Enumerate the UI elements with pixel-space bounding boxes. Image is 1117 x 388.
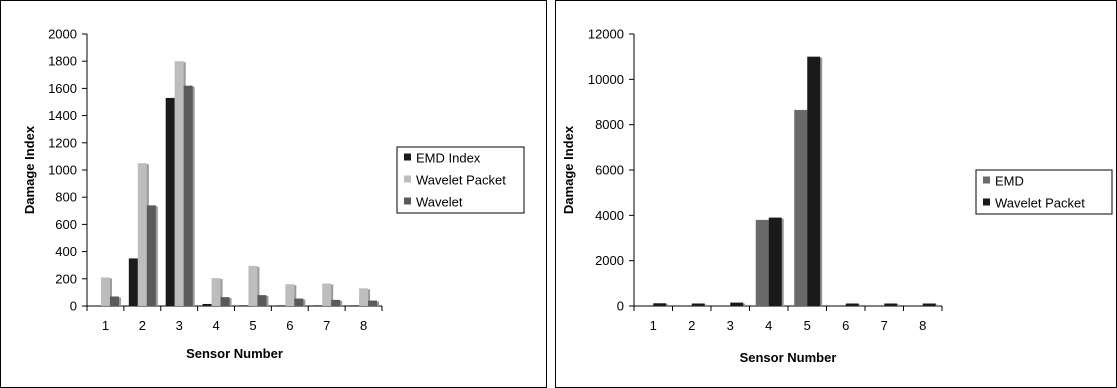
right-x-axis-title: Sensor Number	[740, 350, 837, 365]
x-tick-label: 8	[360, 318, 367, 333]
legend-swatch	[404, 175, 411, 183]
x-tick-label: 4	[212, 318, 219, 333]
y-tick-label: 6000	[595, 163, 624, 178]
bar-wavelet-packet	[137, 163, 147, 306]
bar-emd	[755, 219, 769, 306]
bar-emd-index	[128, 258, 138, 306]
bar-wavelet-packet	[248, 265, 258, 306]
legend-label: EMD Index	[416, 151, 481, 166]
bar-emd-index	[350, 305, 360, 306]
x-tick-label: 7	[881, 318, 888, 333]
x-tick-label: 6	[286, 318, 293, 333]
x-tick-label: 2	[688, 318, 695, 333]
y-tick-label: 12000	[588, 27, 624, 42]
x-tick-label: 3	[727, 318, 734, 333]
x-tick-label: 5	[804, 318, 811, 333]
bar-wavelet	[368, 300, 378, 306]
bar-wavelet-packet	[845, 303, 859, 306]
y-tick-label: 1400	[48, 108, 77, 123]
x-tick-label: 6	[842, 318, 849, 333]
x-tick-label: 8	[919, 318, 926, 333]
legend-label: Wavelet Packet	[416, 173, 506, 188]
bar-emd-index	[239, 305, 249, 306]
right-legend	[975, 169, 1113, 215]
bar-wavelet-packet	[359, 288, 369, 306]
y-tick-label: 400	[55, 244, 77, 259]
y-tick-label: 200	[55, 271, 77, 286]
x-tick-label: 1	[650, 318, 657, 333]
y-tick-label: 1000	[48, 163, 77, 178]
bar-wavelet-packet	[322, 283, 332, 306]
bar-wavelet	[146, 205, 156, 306]
y-tick-label: 1200	[48, 135, 77, 150]
left-chart: Sensor Number Damage Index 0 200 400 600 800…	[22, 27, 525, 361]
bar-wavelet	[183, 85, 193, 307]
bar-wavelet	[294, 298, 304, 306]
y-tick-label: 0	[617, 299, 624, 314]
legend-swatch	[983, 198, 990, 206]
bar-wavelet-packet	[100, 277, 110, 306]
bar-wavelet	[257, 295, 267, 306]
bar-emd-index	[313, 305, 323, 306]
bar-emd-index	[276, 305, 286, 306]
bar-emd-index	[202, 303, 212, 306]
bar-wavelet-packet	[653, 303, 667, 306]
bar-wavelet-packet	[884, 303, 898, 306]
x-tick-label: 4	[765, 318, 772, 333]
bar-emd-index	[165, 97, 175, 306]
legend-label: EMD	[995, 174, 1024, 189]
bar-wavelet	[331, 299, 341, 306]
legend-swatch	[404, 153, 411, 161]
y-tick-label: 10000	[588, 72, 624, 87]
bar-wavelet-packet	[285, 284, 295, 306]
bar-wavelet-packet	[730, 302, 744, 306]
x-tick-label: 5	[249, 318, 256, 333]
bar-wavelet-packet	[922, 303, 936, 306]
bar-wavelet-packet	[211, 278, 221, 306]
x-tick-label: 3	[176, 318, 183, 333]
x-tick-label: 1	[102, 318, 109, 333]
bar-wavelet-packet	[768, 217, 782, 306]
right-chart: Sensor Number Damage Index 0 2000 4000 6000…	[561, 27, 1113, 365]
legend-swatch	[404, 197, 411, 205]
left-y-axis-title: Damage Index	[22, 125, 37, 214]
bar-wavelet	[220, 297, 230, 306]
y-tick-label: 800	[55, 190, 77, 205]
y-tick-label: 0	[70, 299, 77, 314]
y-tick-label: 1800	[48, 54, 77, 69]
y-tick-label: 600	[55, 217, 77, 232]
legend-label: Wavelet	[416, 195, 463, 210]
left-x-axis-title: Sensor Number	[186, 346, 283, 361]
bar-wavelet-packet	[807, 56, 821, 306]
x-tick-label: 2	[139, 318, 146, 333]
legend-swatch	[983, 176, 990, 184]
bar-wavelet-packet	[691, 303, 705, 306]
bar-wavelet	[109, 296, 119, 306]
bar-wavelet-packet	[174, 61, 184, 307]
legend-label: Wavelet Packet	[995, 196, 1085, 211]
y-tick-label: 4000	[595, 208, 624, 223]
y-tick-label: 2000	[48, 27, 77, 42]
y-tick-label: 8000	[595, 117, 624, 132]
right-y-axis-title: Damage Index	[561, 125, 576, 214]
y-tick-label: 1600	[48, 81, 77, 96]
x-tick-label: 7	[323, 318, 330, 333]
bar-emd	[794, 109, 808, 306]
left-legend	[396, 146, 525, 214]
y-tick-label: 2000	[595, 253, 624, 268]
